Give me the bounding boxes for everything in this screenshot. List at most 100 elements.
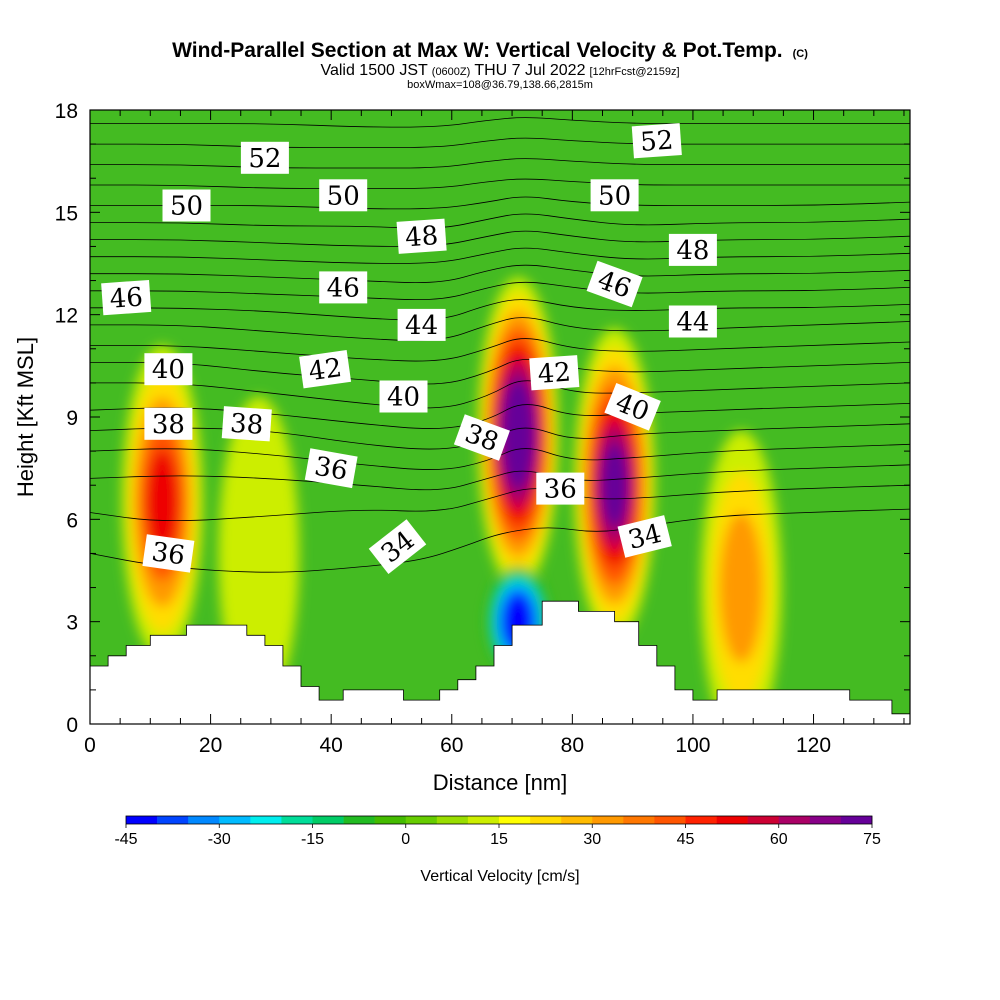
colorbar-swatch xyxy=(778,816,811,824)
contour-label-box xyxy=(319,179,368,212)
y-axis-label: Height [Kft MSL] xyxy=(13,337,38,497)
contour-label: 36 xyxy=(304,448,358,489)
contour-label-box xyxy=(586,260,643,308)
y-tick-label: 6 xyxy=(66,509,78,532)
isentrope-line xyxy=(90,464,910,491)
contour-label-box xyxy=(590,179,639,212)
y-tick-label: 9 xyxy=(66,407,78,430)
contour-label: 36 xyxy=(536,472,585,505)
contour-label: 40 xyxy=(144,353,193,386)
colorbar-swatch xyxy=(250,816,282,824)
colorbar-tick-label: 45 xyxy=(677,831,695,848)
contour-label: 46 xyxy=(101,279,152,316)
colorbar-swatch xyxy=(467,816,500,824)
x-tick-label: 80 xyxy=(561,734,584,757)
contour-label-text: 50 xyxy=(170,192,203,222)
contour-label-box xyxy=(144,353,193,386)
isentrope-line xyxy=(90,178,910,189)
isentrope-line xyxy=(90,508,910,573)
contour-label: 48 xyxy=(396,218,447,254)
contour-label-text: 42 xyxy=(537,358,572,390)
contour-label-box xyxy=(617,515,672,558)
contour-label-box xyxy=(368,519,427,574)
terrain xyxy=(90,600,910,724)
colorbar-swatch xyxy=(436,816,469,824)
contour-label-box xyxy=(240,141,289,174)
contour-label-text: 46 xyxy=(109,282,144,314)
contour-label: 38 xyxy=(221,406,272,442)
contour-label: 50 xyxy=(162,189,211,222)
velocity-contour xyxy=(719,512,763,663)
isentrope-line xyxy=(90,484,910,522)
colorbar-swatch xyxy=(126,816,158,824)
isentrope-line xyxy=(90,264,910,284)
colorbar-swatch xyxy=(219,816,251,824)
colorbar-swatch xyxy=(188,816,220,824)
velocity-contour xyxy=(505,395,532,473)
isentrope-line xyxy=(90,196,910,210)
contour-label-box xyxy=(162,189,211,222)
contour-label: 42 xyxy=(529,355,580,391)
colorbar-tick-label: -45 xyxy=(114,831,137,848)
colorbar-swatch xyxy=(374,816,407,824)
contour-label: 44 xyxy=(668,305,717,338)
contour-label-text: 40 xyxy=(387,383,420,413)
colorbar-tick-label: 15 xyxy=(490,831,508,848)
colorbar-swatch xyxy=(561,816,593,824)
contour-label-text: 36 xyxy=(312,452,350,487)
y-tick-label: 15 xyxy=(55,202,78,225)
colorbar-swatch xyxy=(530,816,562,824)
colorbar-swatch xyxy=(654,816,686,824)
contour-label-box xyxy=(529,355,580,391)
colorbar-swatch xyxy=(747,816,780,824)
contour-label-text: 42 xyxy=(307,353,344,387)
isentrope-line xyxy=(90,338,910,362)
contour-label-box xyxy=(101,279,152,316)
x-tick-label: 120 xyxy=(796,734,831,757)
contour-label-box xyxy=(299,350,352,389)
contour-label-text: 48 xyxy=(676,236,709,266)
x-tick-label: 40 xyxy=(319,734,342,757)
isentrope-line xyxy=(90,359,910,385)
isentrope-line xyxy=(90,247,910,264)
contour-label-text: 40 xyxy=(152,355,185,385)
isentrope-line xyxy=(90,117,910,128)
y-tick-label: 3 xyxy=(66,612,78,635)
colorbar-swatch xyxy=(685,816,717,824)
colorbar xyxy=(125,815,873,828)
contour-label-text: 52 xyxy=(639,126,674,158)
colorbar-swatch xyxy=(592,816,624,824)
contour-label-box xyxy=(379,380,428,413)
x-tick-label: 0 xyxy=(84,734,96,757)
contour-label-box xyxy=(453,414,510,461)
contour-label-text: 50 xyxy=(598,181,631,211)
isentrope-line xyxy=(90,281,910,301)
colorbar-swatch xyxy=(623,816,655,824)
contour-label-text: 52 xyxy=(248,144,281,174)
contour-label: 50 xyxy=(319,179,368,212)
contour-label-text: 44 xyxy=(405,311,438,341)
contour-label: 52 xyxy=(240,141,289,174)
contour-label: 42 xyxy=(299,350,352,389)
x-tick-label: 20 xyxy=(199,734,222,757)
velocity-contour xyxy=(600,442,629,528)
colorbar-swatch xyxy=(499,816,531,824)
contour-label: 40 xyxy=(379,380,428,413)
x-tick-label: 60 xyxy=(440,734,463,757)
contour-label-box xyxy=(396,218,447,254)
contour-label-box xyxy=(604,382,661,431)
colorbar-tick-label: -15 xyxy=(301,831,324,848)
contour-label-text: 38 xyxy=(229,409,264,441)
chart-title: Wind-Parallel Section at Max W: Vertical… xyxy=(172,39,808,62)
colorbar-tick-label: -30 xyxy=(208,831,231,848)
colorbar-tick-label: 0 xyxy=(401,831,410,848)
contour-label-box xyxy=(397,308,446,341)
colorbar-tick-label: 30 xyxy=(583,831,601,848)
contour-label-text: 46 xyxy=(327,273,360,303)
contour-label: 38 xyxy=(144,407,193,440)
colorbar-swatch xyxy=(343,816,375,824)
contour-label-box xyxy=(668,305,717,338)
colorbar-swatch xyxy=(716,816,748,824)
isentrope-line xyxy=(90,380,910,409)
